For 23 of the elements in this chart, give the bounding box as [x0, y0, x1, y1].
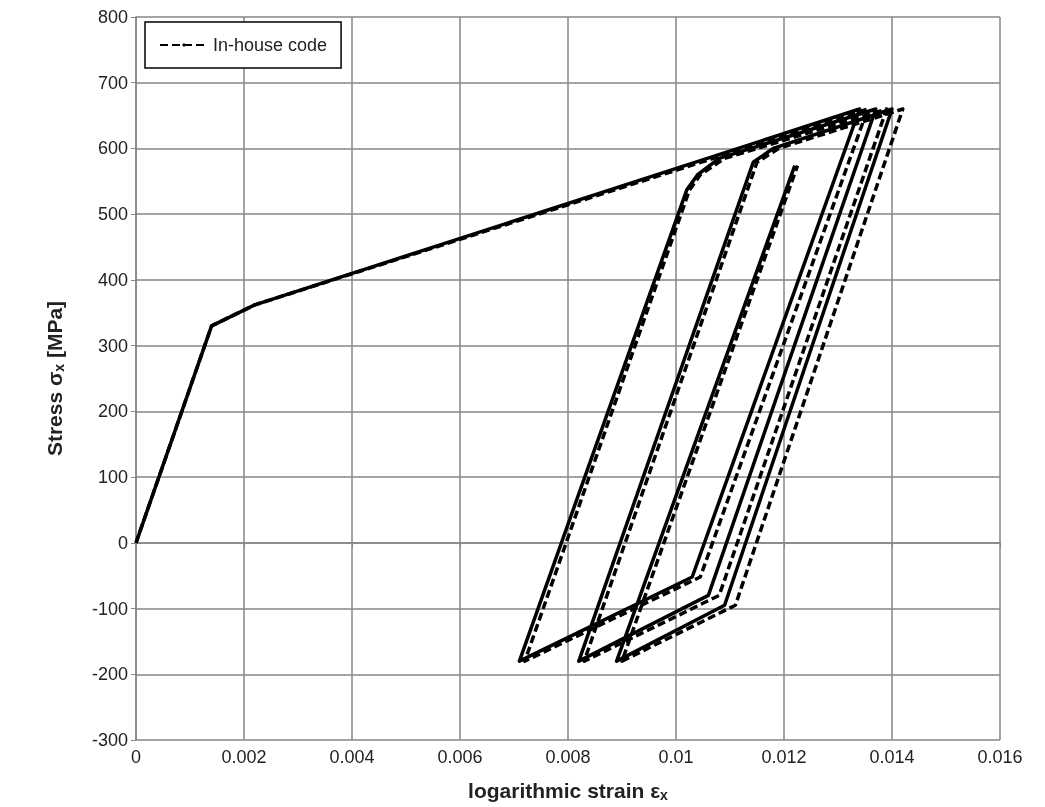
x-tick-label: 0.008: [545, 747, 591, 767]
x-tick-label: 0.002: [221, 747, 267, 767]
x-tick-label: 0.01: [658, 747, 694, 767]
x-tick-label: 0.012: [761, 747, 807, 767]
x-tick-label: 0.004: [329, 747, 375, 767]
y-tick-label: 0: [117, 532, 128, 553]
y-tick-label: 400: [97, 269, 128, 290]
y-tick-label: -300: [91, 730, 128, 750]
y-axis-title: Stress σx [MPa]: [42, 300, 67, 457]
x-tick-label: 0.014: [869, 747, 915, 767]
x-tick-label: 0: [130, 747, 142, 767]
y-tick-label: 100: [97, 467, 128, 488]
y-tick-label: -100: [91, 598, 128, 619]
x-tick-label: 0.016: [977, 747, 1023, 767]
y-tick-label: 800: [97, 7, 128, 27]
y-tick-label: 700: [97, 72, 128, 93]
y-tick-label: 600: [97, 138, 128, 159]
legend-label: In-house code: [213, 35, 328, 55]
y-tick-label: 200: [97, 401, 128, 422]
x-tick-label: 0.006: [437, 747, 483, 767]
y-tick-label: 500: [97, 204, 128, 225]
y-tick-label: 300: [97, 335, 128, 356]
y-tick-label: -200: [91, 664, 128, 685]
